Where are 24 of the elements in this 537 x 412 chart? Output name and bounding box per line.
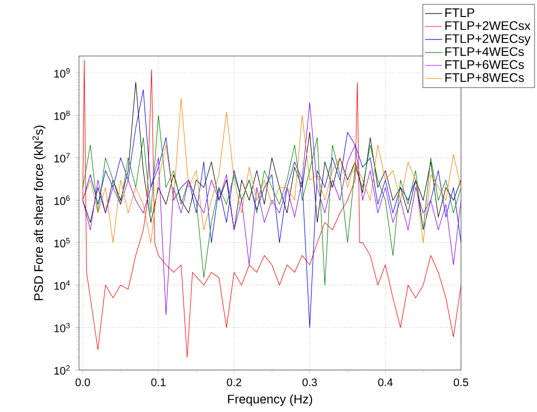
y-tick-label: 10$^{6}$: [54, 196, 70, 205]
x-tick-label: 0.2: [226, 378, 242, 386]
x-tick-label: 0.3: [302, 378, 317, 386]
legend-label: FTLP+2WECsx: [445, 21, 530, 30]
y-tick-label: 10$^{4}$: [54, 280, 70, 290]
y-tick-label: 10$^{9}$: [54, 68, 70, 78]
y-tick-label: 10$^{5}$: [54, 238, 70, 248]
legend-label: FTLP+6WECs: [445, 60, 524, 69]
y-tick-label: 10$^{7}$: [54, 153, 70, 162]
line-series: [82, 115, 462, 286]
x-axis-title: Frequency (Hz): [228, 394, 312, 406]
y-tick-label: 10$^{2}$: [54, 365, 70, 375]
legend-label: FTLP+2WECsy: [445, 34, 531, 46]
x-tick-label: 0.5: [454, 378, 468, 386]
y-tick-label: 10$^{8}$: [54, 110, 70, 120]
x-tick-label: 0.0: [76, 378, 90, 386]
x-tick-label: 0.1: [151, 378, 166, 386]
legend-label: FTLP: [445, 8, 474, 17]
legend-label: FTLP+4WECs: [445, 47, 524, 56]
y-axis-title: PSD Fore aft shear force (kN$^{2}$s): [32, 126, 46, 300]
x-tick-label: 0.4: [378, 378, 393, 386]
legend-label: FTLP+8WECs: [445, 73, 524, 82]
line-series: [82, 98, 462, 243]
y-tick-label: 10$^{3}$: [54, 322, 70, 332]
